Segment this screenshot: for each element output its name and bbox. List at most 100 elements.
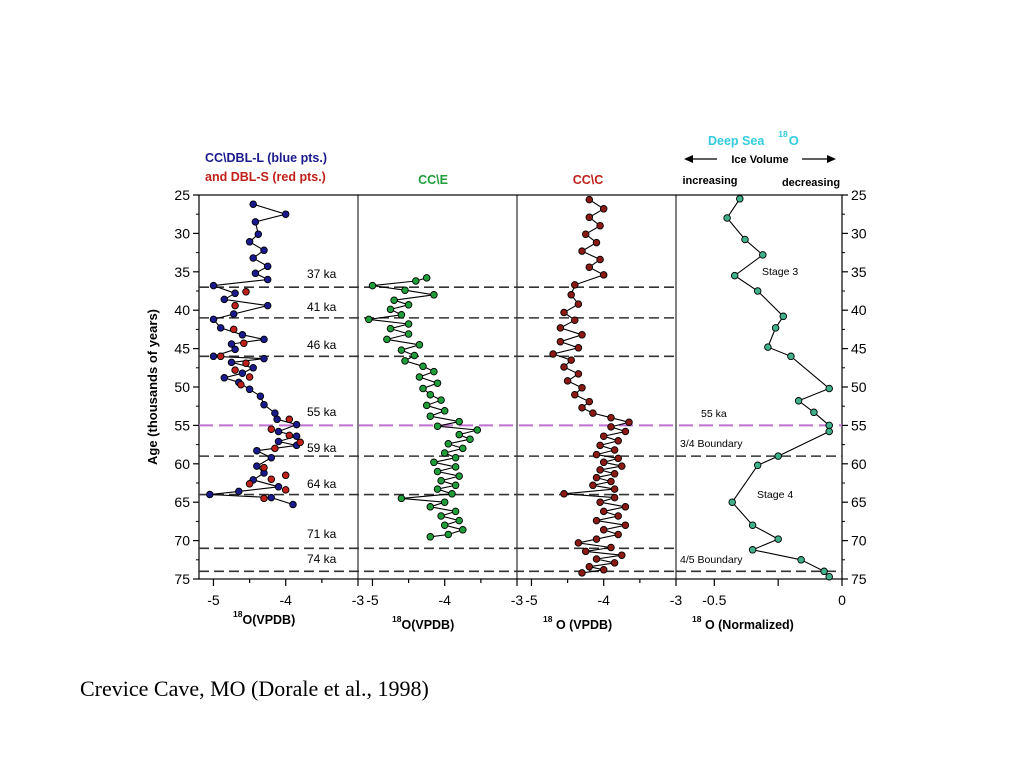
- x-tick-label: 0: [838, 592, 846, 608]
- data-point: [267, 453, 276, 462]
- data-point: [574, 300, 583, 308]
- data-point: [771, 324, 780, 332]
- data-point: [383, 335, 391, 344]
- age-tick-label-right: 75: [851, 571, 867, 587]
- data-point: [610, 470, 619, 478]
- data-point: [451, 453, 460, 462]
- panel3-title: CC\C: [573, 173, 604, 187]
- data-point: [825, 384, 833, 393]
- data-point: [610, 559, 619, 567]
- data-point: [625, 418, 633, 427]
- data-point: [368, 281, 377, 290]
- stage4-label: Stage 4: [757, 489, 793, 501]
- data-point: [245, 373, 254, 381]
- red-series-legend: and DBL-S (red pts.): [205, 170, 326, 184]
- data-point: [599, 432, 608, 440]
- data-point: [444, 440, 453, 448]
- data-point: [296, 438, 304, 447]
- data-point: [585, 263, 594, 271]
- age-tick-label-left: 50: [174, 379, 190, 395]
- x-tick-label: -3: [670, 592, 683, 608]
- data-point: [614, 512, 622, 520]
- data-point: [764, 343, 772, 351]
- data-point: [430, 291, 438, 299]
- data-point: [592, 555, 601, 563]
- data-point: [574, 370, 583, 378]
- data-point: [267, 425, 276, 433]
- data-point: [209, 281, 218, 290]
- age-tick-label-right: 35: [851, 264, 867, 280]
- data-point: [741, 235, 749, 244]
- x-axes: -5 -4 -3 -5 -4 -3 -5 -4 -3 -0.5 0: [207, 579, 846, 608]
- data-point: [455, 417, 463, 426]
- data-point: [578, 384, 586, 392]
- data-point: [251, 218, 260, 226]
- age-tick-label-right: 55: [851, 417, 867, 433]
- data-point: [589, 481, 597, 490]
- data-point: [607, 423, 615, 431]
- data-point: [728, 498, 736, 506]
- data-point: [610, 446, 619, 454]
- panel4-55ka-label: 55 ka: [701, 408, 727, 420]
- data-point: [220, 295, 229, 304]
- x-label-panel4: 18 O (Normalized): [692, 614, 794, 632]
- age-axis-right: 25 30 35 40 45 50 55 60 65 70 75: [842, 187, 867, 587]
- event-label-74ka: 74 ka: [307, 552, 337, 566]
- data-point: [578, 403, 586, 412]
- data-point: [610, 485, 619, 493]
- age-tick-label-left: 35: [174, 264, 190, 280]
- data-point: [238, 369, 247, 377]
- data-point: [574, 539, 583, 547]
- data-point: [723, 214, 731, 222]
- ice-volume-arrow: [684, 155, 836, 163]
- data-point: [231, 301, 239, 310]
- data-point: [397, 494, 406, 503]
- data-point: [422, 274, 431, 282]
- data-point: [621, 521, 630, 529]
- data-point: [281, 210, 290, 218]
- event-label-71ka: 71 ka: [307, 527, 337, 541]
- data-point: [437, 476, 445, 485]
- data-point: [256, 392, 265, 400]
- event-lines: [199, 286, 842, 573]
- plot-frame: [198, 194, 843, 580]
- data-point: [599, 566, 608, 574]
- data-point: [285, 415, 294, 424]
- data-point: [466, 435, 474, 443]
- data-point: [292, 432, 301, 440]
- data-point: [430, 367, 438, 376]
- data-point: [585, 213, 594, 222]
- data-point: [748, 521, 757, 529]
- data-point: [596, 441, 604, 450]
- x-tick-label: -5: [525, 592, 538, 608]
- data-point: [404, 330, 413, 338]
- boundary-45-label: 4/5 Boundary: [680, 554, 743, 566]
- age-tick-label-left: 55: [174, 417, 190, 433]
- data-point: [273, 415, 281, 424]
- data-point: [419, 362, 427, 371]
- data-point: [549, 350, 557, 358]
- increasing-label: increasing: [682, 175, 737, 187]
- data-point: [753, 461, 762, 470]
- data-point: [260, 246, 268, 255]
- series-line-panel4: [726, 198, 831, 578]
- event-label-41ka: 41 ka: [307, 300, 337, 314]
- data-point: [444, 530, 453, 539]
- data-point: [281, 486, 290, 494]
- data-point: [419, 384, 427, 393]
- data-point: [567, 291, 575, 299]
- data-point: [571, 390, 579, 399]
- x-label-panel3: 18 O (VPDB): [543, 614, 612, 632]
- data-point: [560, 308, 568, 317]
- age-axis-left: 25 30 35 40 45 50 55 60 65 70 75: [174, 187, 199, 587]
- data-point: [254, 230, 263, 238]
- data-point: [426, 503, 435, 511]
- data-point: [567, 356, 575, 364]
- data-point: [578, 569, 586, 577]
- data-point: [251, 269, 260, 278]
- data-point: [607, 543, 615, 552]
- data-point: [386, 305, 395, 314]
- data-point: [607, 413, 615, 422]
- data-point: [292, 420, 301, 429]
